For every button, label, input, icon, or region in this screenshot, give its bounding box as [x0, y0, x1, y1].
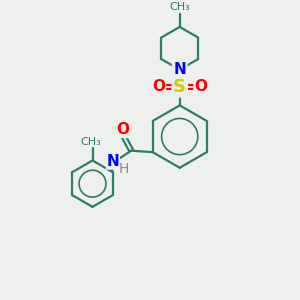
Text: O: O [116, 122, 129, 137]
Text: O: O [152, 80, 165, 94]
Text: N: N [106, 154, 119, 169]
Text: O: O [194, 80, 207, 94]
Text: CH₃: CH₃ [169, 2, 190, 12]
Text: CH₃: CH₃ [81, 136, 101, 146]
Text: S: S [173, 78, 186, 96]
Text: N: N [173, 62, 186, 77]
Text: H: H [118, 161, 129, 176]
